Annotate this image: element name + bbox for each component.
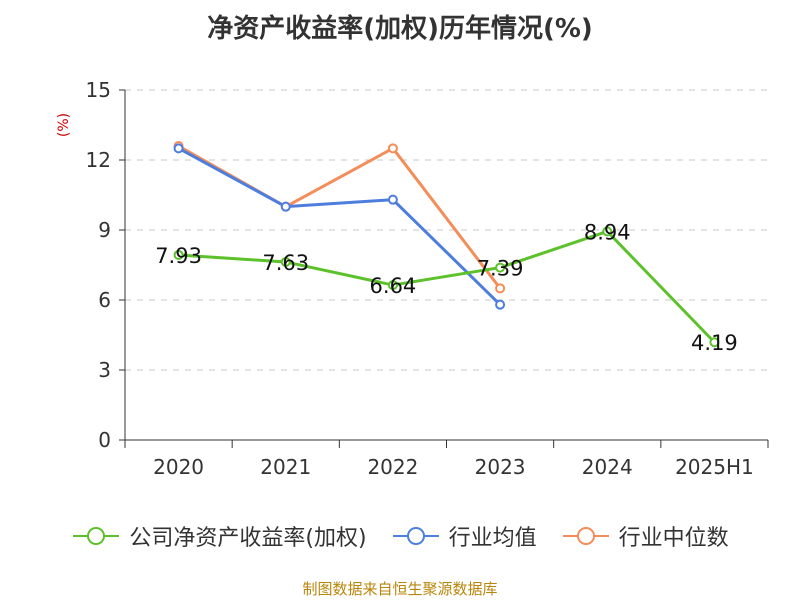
x-tick-label: 2024 [582,455,633,479]
legend-marker-company-icon [73,527,120,545]
data-point [173,143,184,154]
series-line-0 [178,229,716,344]
y-axis-label: (%) [56,113,72,137]
data-label: 7.93 [155,244,202,268]
legend-item-industry-mean[interactable]: 行业均值 [391,520,537,552]
series-line-2 [177,144,502,290]
data-label: 7.39 [477,257,524,281]
y-tick-label: 0 [98,428,111,452]
data-label: 4.19 [691,331,738,355]
legend-marker-industry-mean-icon [392,527,439,545]
x-tick-label: 2022 [367,455,418,479]
series-line-1 [177,147,502,306]
data-point [173,249,184,260]
legend-item-industry-median[interactable]: 行业中位数 [561,520,729,552]
legend-item-company[interactable]: 公司净资产收益率(加权) [71,520,367,552]
legend-label-industry-mean: 行业均值 [448,526,537,551]
y-tick-label: 15 [86,78,111,102]
chart-title: 净资产收益率(加权)历年情况(%) [207,14,593,44]
x-tick-label: 2023 [475,455,526,479]
y-tick-label: 12 [86,148,111,172]
data-point [387,194,398,205]
data-point [280,256,291,267]
legend-label-industry-median: 行业中位数 [618,526,729,551]
data-point [387,143,398,154]
data-label: 7.63 [262,251,309,275]
legend-marker-industry-median-icon [562,527,609,545]
data-point [280,201,291,212]
y-tick-label: 9 [98,218,111,242]
legend-label-company: 公司净资产收益率(加权) [129,526,367,551]
y-tick-label: 6 [98,288,111,312]
data-point [709,337,720,348]
y-tick-label: 3 [98,358,111,382]
data-point [495,283,506,294]
chart-legend: 公司净资产收益率(加权) 行业均值 行业中位数 [0,520,800,552]
data-label: 8.94 [584,220,631,244]
x-tick-label: 2021 [260,455,311,479]
data-point [495,262,506,273]
x-tick-label: 2020 [153,455,204,479]
data-point [387,280,398,291]
x-tick-label: 2025H1 [675,455,754,479]
data-point [495,299,506,310]
data-label: 6.64 [370,274,417,298]
data-point [602,226,613,237]
data-source-note: 制图数据来自恒生聚源数据库 [302,580,498,598]
